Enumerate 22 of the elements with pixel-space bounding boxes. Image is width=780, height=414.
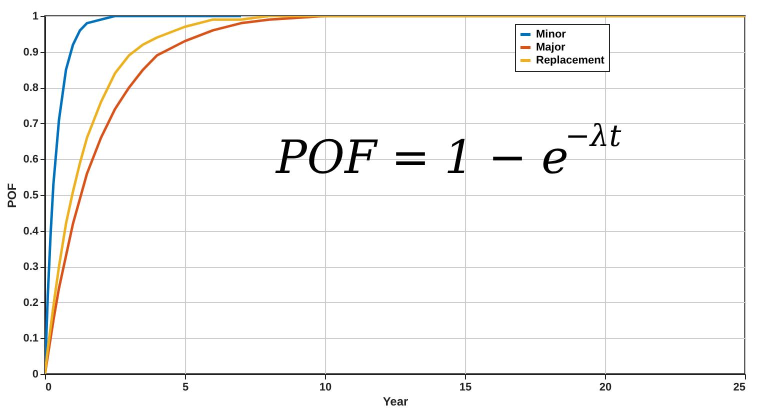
x-tick-label: 25	[733, 382, 746, 394]
y-tick-label: 0.5	[23, 190, 38, 202]
y-tick-label: 0.1	[23, 332, 38, 345]
y-tick-label: 0.3	[23, 261, 38, 274]
y-tick-label: 0.6	[23, 154, 38, 166]
legend-label: Major	[536, 42, 566, 54]
x-tick-label: 20	[599, 382, 612, 394]
y-tick-label: 0.4	[23, 225, 40, 238]
y-tick-label: 0.8	[23, 82, 38, 94]
y-tick-label: 0	[32, 368, 38, 380]
x-tick-label: 10	[319, 382, 332, 394]
y-axis-title: POF	[5, 183, 20, 208]
x-tick-label: 0	[46, 382, 52, 394]
y-tick-label: 1	[32, 10, 38, 22]
x-tick-label: 15	[459, 382, 472, 394]
y-tick-label: 0.7	[23, 118, 38, 130]
x-tick-label: 5	[182, 382, 189, 394]
y-tick-label: 0.2	[23, 296, 38, 309]
y-tick-label: 0.9	[23, 46, 38, 58]
legend-label: Replacement	[536, 54, 605, 66]
x-axis-title: Year	[382, 394, 409, 408]
legend-label: Minor	[536, 28, 567, 40]
